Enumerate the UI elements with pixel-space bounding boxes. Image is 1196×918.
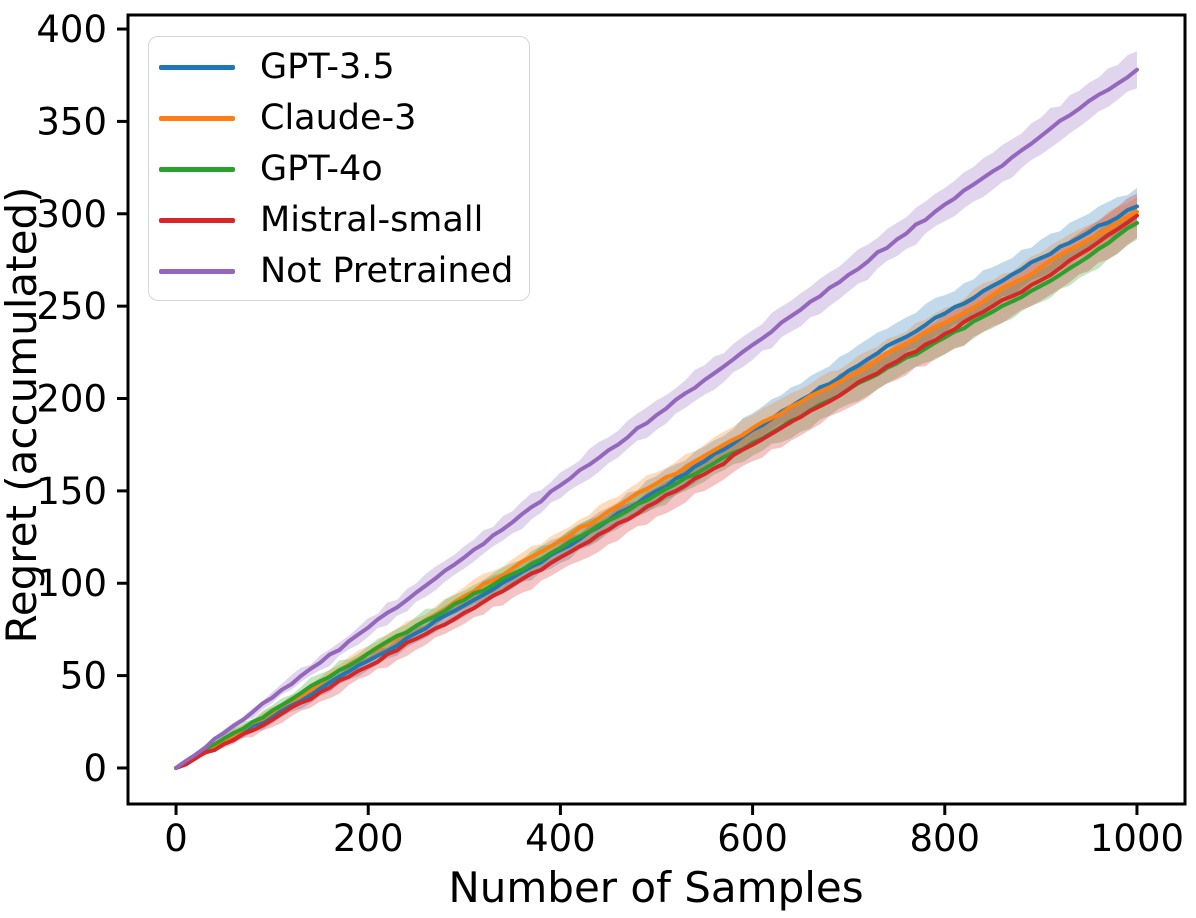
- legend-line-swatch: [159, 167, 235, 172]
- legend-item: GPT-4o: [149, 144, 529, 195]
- confidence-band-not-pretrained: [176, 51, 1137, 768]
- confidence-band-gpt-3-5: [176, 187, 1137, 768]
- line-not-pretrained: [174, 67, 1139, 770]
- line-mistral-small: [174, 213, 1139, 770]
- y-tick-label: 250: [36, 285, 107, 328]
- legend-item: Claude-3: [149, 93, 529, 144]
- y-tick-label: 300: [36, 193, 107, 236]
- x-tick-label: 200: [333, 817, 404, 860]
- y-tick-label: 350: [36, 100, 107, 143]
- line-gpt-4o: [174, 221, 1139, 770]
- y-tick-label: 150: [36, 470, 107, 513]
- x-tick-label: 600: [717, 817, 788, 860]
- y-axis-label: Regret (accumulated): [0, 186, 46, 644]
- legend-item-label: GPT-4o: [260, 149, 383, 189]
- series-group: [174, 51, 1139, 770]
- axes-spines: [126, 13, 1187, 806]
- x-tick-label: 0: [164, 817, 188, 860]
- x-tick-label: 400: [525, 817, 596, 860]
- legend-item: GPT-3.5: [149, 42, 529, 93]
- legend-item: Not Pretrained: [149, 246, 529, 297]
- y-tick-label: 50: [60, 655, 107, 698]
- y-tick-label: 400: [36, 8, 107, 51]
- legend-item-label: Claude-3: [260, 98, 417, 138]
- legend-item: Mistral-small: [149, 195, 529, 246]
- legend-item-label: Not Pretrained: [260, 251, 514, 291]
- x-axis-label: Number of Samples: [448, 863, 864, 912]
- line-gpt-3-5: [174, 204, 1139, 770]
- x-tick-label: 800: [909, 817, 980, 860]
- legend-line-swatch: [159, 218, 235, 223]
- legend-line-swatch: [159, 269, 235, 274]
- legend-line-swatch: [159, 65, 235, 70]
- legend: GPT-3.5 Claude-3 GPT-4o Mistral-small No…: [148, 36, 530, 301]
- y-tick-label: 200: [36, 378, 107, 421]
- y-tick-label: 0: [83, 747, 107, 790]
- legend-line-swatch: [159, 116, 235, 121]
- legend-item-label: GPT-3.5: [260, 47, 395, 87]
- legend-item-label: Mistral-small: [260, 200, 484, 240]
- y-tick-label: 100: [36, 562, 107, 605]
- x-tick-label: 1000: [1090, 817, 1184, 860]
